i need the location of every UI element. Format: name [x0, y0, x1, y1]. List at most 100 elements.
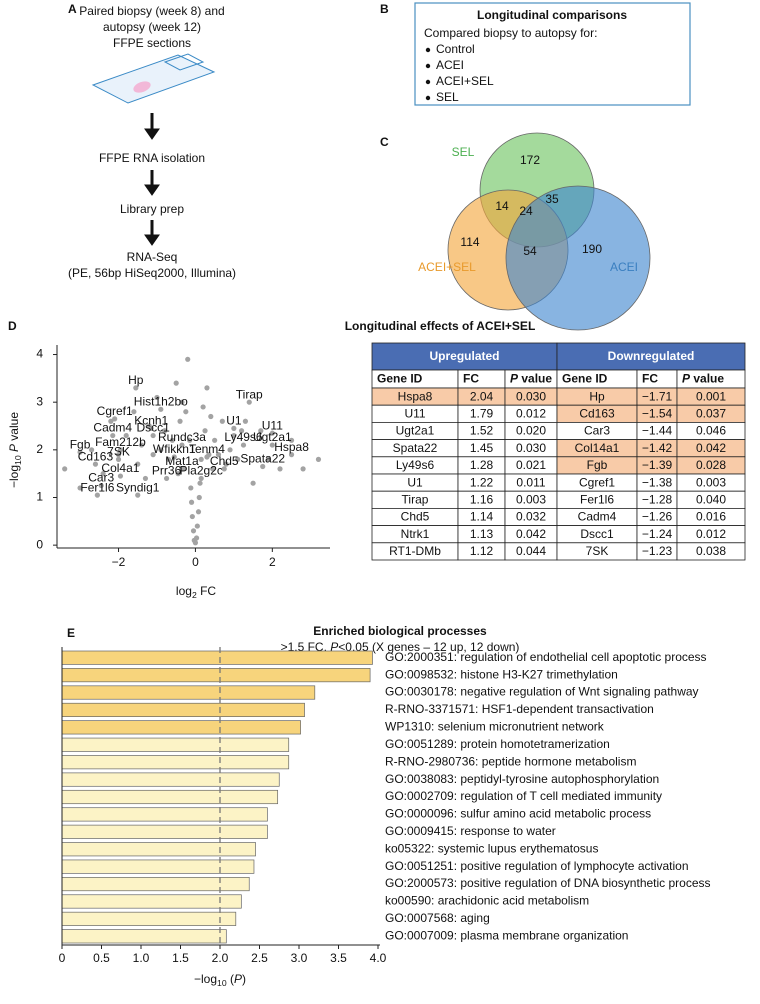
tissue-section [133, 81, 151, 93]
point [77, 449, 83, 455]
bar [61, 842, 256, 857]
table-cell-text: Ly49s6 [396, 458, 435, 472]
comparisons-title: Longitudinal comparisons [477, 8, 627, 22]
point [193, 535, 200, 541]
table-cell-text: 1.45 [470, 441, 494, 455]
point-label: Fer1l6 [80, 480, 114, 494]
venn-count: 24 [519, 204, 533, 218]
point [117, 473, 124, 479]
x-axis-label-part: log [176, 584, 192, 598]
category-label: GO:0051251: positive regulation of lymph… [385, 859, 689, 873]
group-header: Downregulated [608, 349, 695, 363]
table-cell-text: −1.38 [642, 475, 673, 489]
table-cell-text: Fer1l6 [580, 492, 614, 506]
point [171, 454, 177, 460]
venn-set [505, 185, 651, 331]
x-tick-label: 2 [269, 555, 276, 569]
category-label: ko05322: systemic lupus erythematosus [385, 841, 598, 855]
table-cell-text: 0.012 [696, 527, 726, 541]
table-cell-text: 0.011 [516, 475, 545, 489]
point-label: Ugt2a1 [253, 430, 292, 444]
point [185, 356, 191, 362]
point [188, 499, 195, 505]
workflow-sample: Paired biopsy (week 8) and [79, 4, 224, 18]
bar [61, 894, 242, 909]
point [258, 428, 264, 434]
x-tick-label: 0.5 [93, 951, 110, 965]
point [189, 513, 195, 520]
point [190, 528, 197, 534]
category-label: R-RNO-2980736: peptide hormone metabolis… [385, 754, 636, 768]
point [175, 471, 181, 477]
point [250, 480, 256, 486]
venn-count: 172 [520, 153, 540, 167]
column-header: Gene ID [377, 372, 423, 386]
point-label: Rundc3a [158, 430, 206, 444]
bullet [425, 63, 431, 69]
point-label: Cd163 [78, 449, 114, 463]
table-cell-text: 1.22 [470, 475, 494, 489]
workflow-sample: autopsy (week 12) [103, 20, 201, 34]
point [110, 432, 116, 439]
point [242, 418, 249, 424]
point [92, 461, 99, 467]
category-label: GO:2000351: regulation of endothelial ce… [385, 650, 707, 664]
table-cell-text: RT1-DMb [389, 544, 441, 558]
table-cell-text: −1.39 [642, 458, 673, 472]
point-label: Spata22 [240, 452, 285, 466]
table-cell-text: Fgb [587, 458, 608, 472]
category-label: GO:2000573: positive regulation of DNA b… [385, 876, 711, 890]
point-label: Hp [128, 373, 144, 387]
x-tick-label: −2 [112, 555, 126, 569]
x-axis-label-part: P [234, 972, 242, 986]
point [231, 425, 237, 431]
bullet [425, 47, 431, 53]
table-cell-text: 0.030 [516, 389, 546, 403]
x-tick-label: 4.0 [370, 951, 387, 965]
point [208, 413, 214, 420]
point [123, 432, 129, 439]
point-label: Tirap [236, 387, 263, 401]
y-tick-label: 4 [36, 347, 43, 361]
point-label: Pla2g2c [180, 464, 223, 478]
point [269, 430, 275, 436]
point [179, 466, 185, 472]
bar [61, 911, 237, 926]
x-tick-label: 1.5 [172, 951, 189, 965]
y-axis-label: −log10 P value [7, 412, 23, 488]
table-cell-text: −1.28 [642, 492, 673, 506]
point [221, 466, 227, 472]
table-cell-text: 0.032 [516, 510, 546, 524]
panel-label: A [68, 2, 77, 16]
x-axis-label-part: 10 [217, 978, 227, 988]
table-cell-text: −1.54 [642, 406, 673, 420]
bar [61, 824, 268, 839]
workflow-sample: FFPE sections [113, 36, 191, 50]
table-cell-text: 0.028 [696, 458, 726, 472]
table-cell-text: −1.71 [642, 389, 673, 403]
point-label: 7SK [107, 445, 130, 459]
table-cell-text: 0.016 [696, 510, 726, 524]
point [288, 437, 295, 443]
point-label: Hspa8 [274, 440, 309, 454]
table-cell-text: 0.020 [516, 424, 546, 438]
y-axis-label-part: −log [7, 465, 21, 488]
slide-illustration [91, 53, 216, 104]
x-axis-label: −log10 (P) [194, 972, 246, 988]
point [212, 437, 218, 443]
point-label: Wfikkn1 [153, 442, 196, 456]
point [108, 418, 114, 424]
point [89, 447, 95, 453]
point-label: Prr36 [152, 464, 182, 478]
panel-label: C [380, 135, 389, 149]
point [169, 437, 175, 443]
table-cell-text: 0.046 [696, 424, 726, 438]
point-label: Fam212b [95, 435, 146, 449]
bar [61, 877, 250, 892]
x-axis-label-part: FC [197, 584, 217, 598]
point [183, 409, 189, 415]
x-tick-label: 2.0 [212, 951, 229, 965]
column-header: P value [510, 372, 552, 386]
table-cell-text: 0.038 [696, 544, 726, 558]
